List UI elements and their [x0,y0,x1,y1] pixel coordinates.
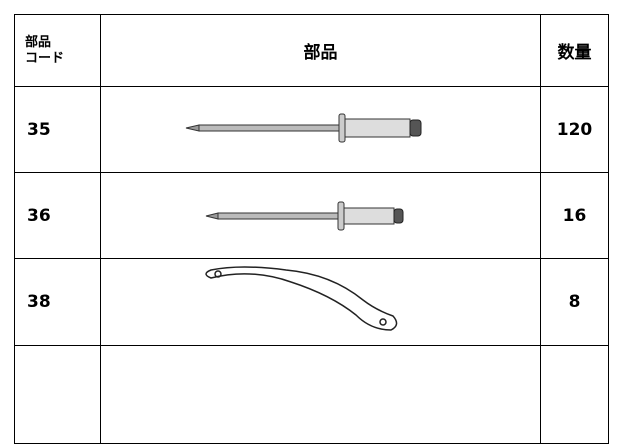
part-code: 36 [14,172,101,259]
part-image [100,258,541,346]
strap [205,265,398,331]
part-code: 38 [14,258,101,346]
quantity: 16 [540,172,609,259]
empty-cell [100,345,541,444]
header-part: 部品 [100,14,541,87]
row: 38 8 [14,258,609,346]
empty-cell [14,345,101,444]
parts-table: 部品 コード 部品 数量 35 120 36 16 38 8 [14,14,609,444]
header-quantity: 数量 [540,14,609,87]
part-image [100,172,541,259]
header-code-line: コード [25,50,65,66]
quantity: 8 [540,258,609,346]
empty-cell [540,345,609,444]
rivet-short [205,201,404,230]
quantity: 120 [540,86,609,173]
part-code: 35 [14,86,101,173]
header-row: 部品 コード 部品 数量 [14,14,609,87]
header-code-line: 部品 [25,34,52,50]
part-image [100,86,541,173]
row: 35 120 [14,86,609,173]
rivet-long [185,113,422,142]
row: 36 16 [14,172,609,259]
header-code: 部品 コード [14,14,101,87]
empty-row [14,345,609,444]
